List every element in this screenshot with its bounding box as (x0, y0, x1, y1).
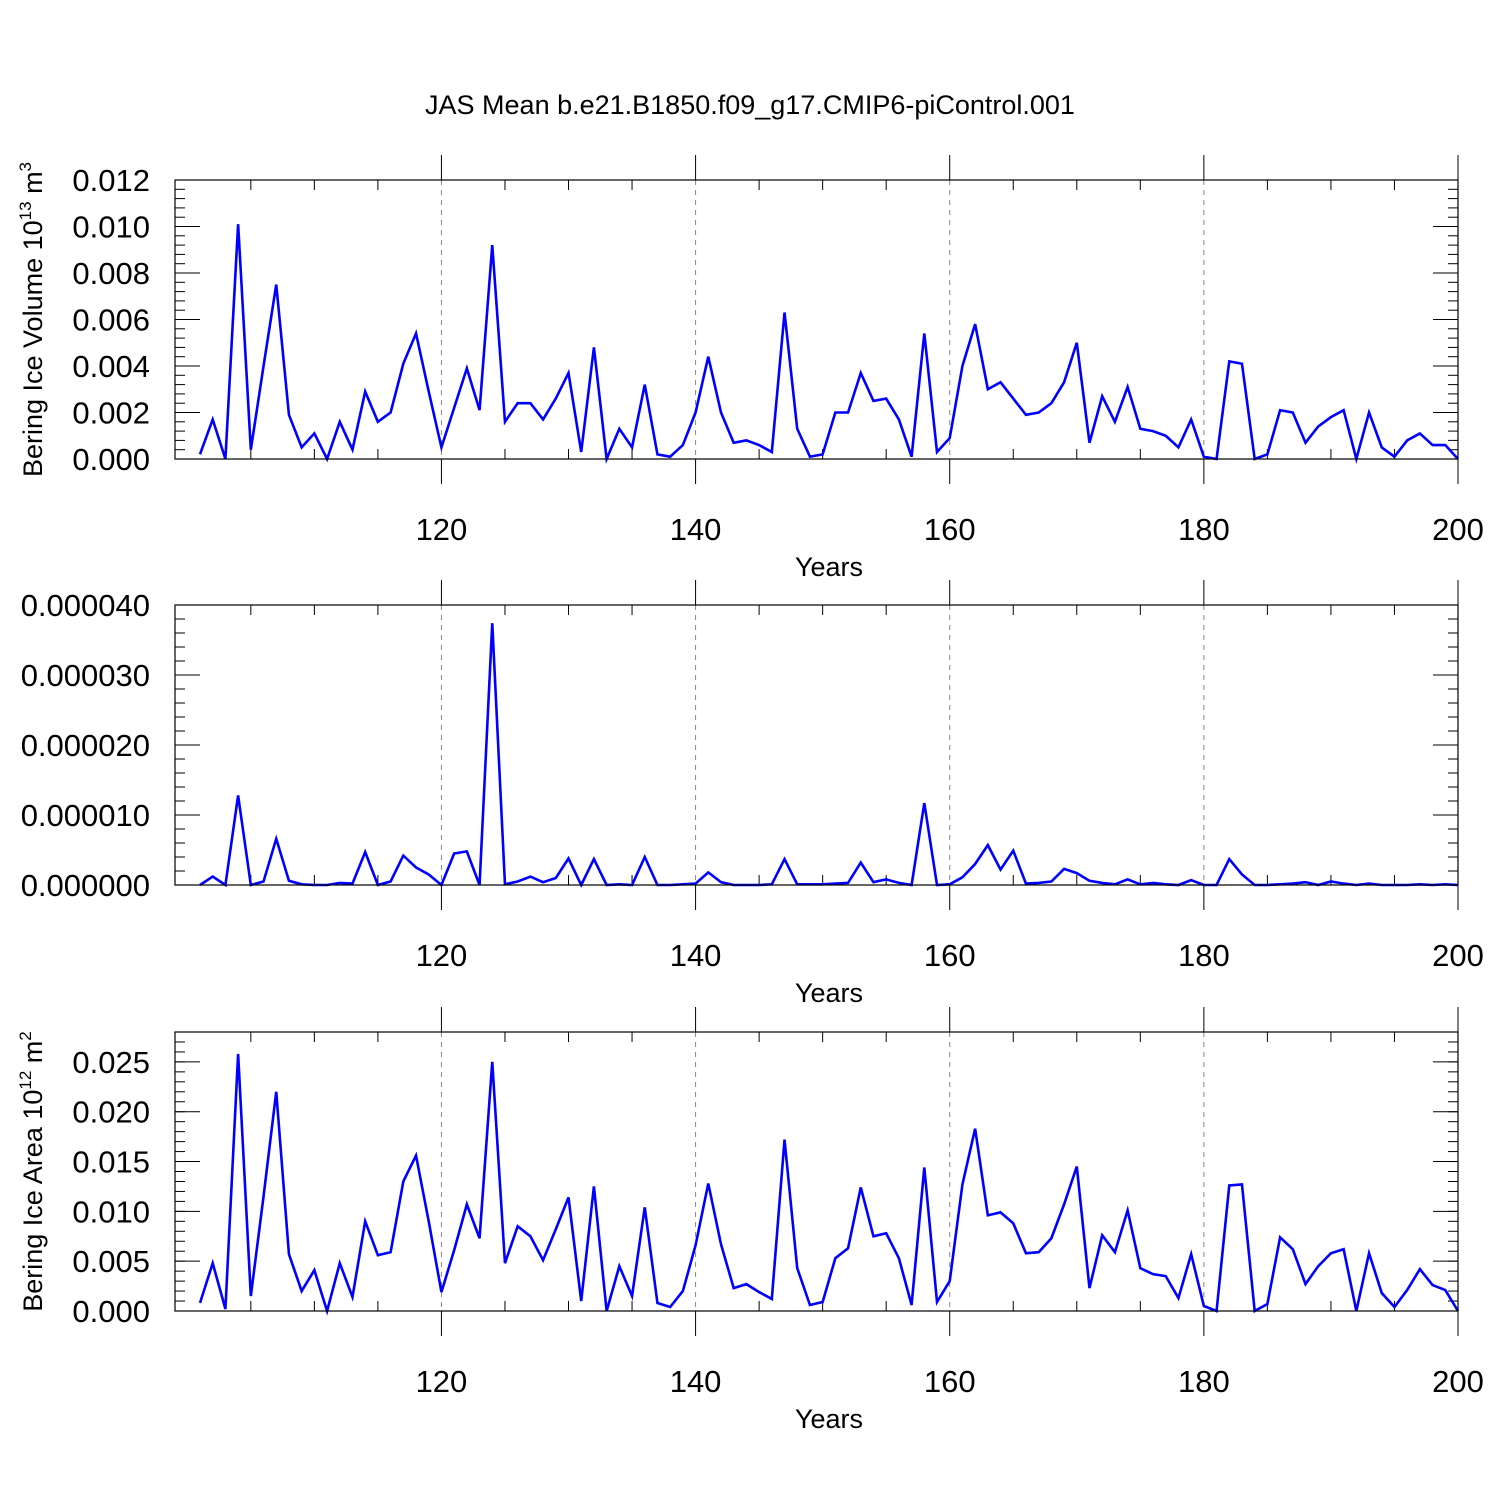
x-tick-label: 120 (416, 938, 468, 973)
x-axis-label: Years (795, 978, 863, 1008)
y-tick-label: 0.012 (72, 163, 150, 198)
x-tick-label: 160 (924, 938, 976, 973)
x-tick-label: 200 (1432, 1364, 1484, 1399)
panel-1: 0.000 0.002 0.004 0.006 0.008 0.010 0.012 120 14… (16, 155, 1484, 582)
y-axis-label: Bering Ice Volume 1013 m3 (16, 162, 48, 477)
plot-frame (174, 1031, 1459, 1312)
y-tick-label: 0.000020 (21, 728, 150, 763)
y-tick-label: 0.000 (72, 1294, 150, 1329)
x-tick-label: 160 (924, 1364, 976, 1399)
y-tick-label: 0.000 (72, 442, 150, 477)
y-tick-label: 0.006 (72, 303, 150, 338)
y-tick-label: 0.020 (72, 1095, 150, 1130)
x-tick-label: 160 (924, 512, 976, 547)
series-line (198, 224, 1459, 465)
x-axis-label: Years (795, 552, 863, 582)
y-tick-label: 0.002 (72, 396, 150, 431)
y-tick-label: 0.000010 (21, 798, 150, 833)
plot-frame (174, 604, 1459, 886)
x-tick-label: 180 (1178, 512, 1230, 547)
x-tick-label: 120 (416, 512, 468, 547)
y-tick-label: 0.000030 (21, 658, 150, 693)
panel-2: 0.000000 0.000010 0.000020 0.000030 0.000040… (21, 580, 1484, 1008)
y-tick-label: 0.015 (72, 1145, 150, 1180)
y-tick-label: 0.004 (72, 349, 150, 384)
y-tick-label: 0.010 (72, 1194, 150, 1229)
x-tick-label: 200 (1432, 512, 1484, 547)
x-tick-label: 200 (1432, 938, 1484, 973)
x-axis-label: Years (795, 1404, 863, 1434)
y-axis-label: Bering Ice Area 1012 m2 (16, 1031, 48, 1312)
series-line (199, 623, 1459, 888)
y-tick-label: 0.005 (72, 1244, 150, 1279)
x-tick-label: 140 (670, 1364, 722, 1399)
y-tick-label: 0.010 (72, 210, 150, 245)
x-tick-label: 180 (1178, 1364, 1230, 1399)
x-tick-label: 120 (416, 1364, 468, 1399)
y-tick-label: 0.000000 (21, 868, 150, 903)
panel-3: 0.000 0.005 0.010 0.015 0.020 0.025 120 140 160 1… (16, 1007, 1484, 1434)
plot-frame (174, 179, 1459, 460)
x-tick-label: 180 (1178, 938, 1230, 973)
chart-title: JAS Mean b.e21.B1850.f09_g17.CMIP6-piCon… (425, 90, 1075, 120)
y-tick-label: 0.000040 (21, 588, 150, 623)
x-tick-label: 140 (670, 938, 722, 973)
y-tick-label: 0.025 (72, 1045, 150, 1080)
y-tick-label: 0.008 (72, 256, 150, 291)
series-line (198, 1053, 1460, 1316)
x-tick-label: 140 (670, 512, 722, 547)
